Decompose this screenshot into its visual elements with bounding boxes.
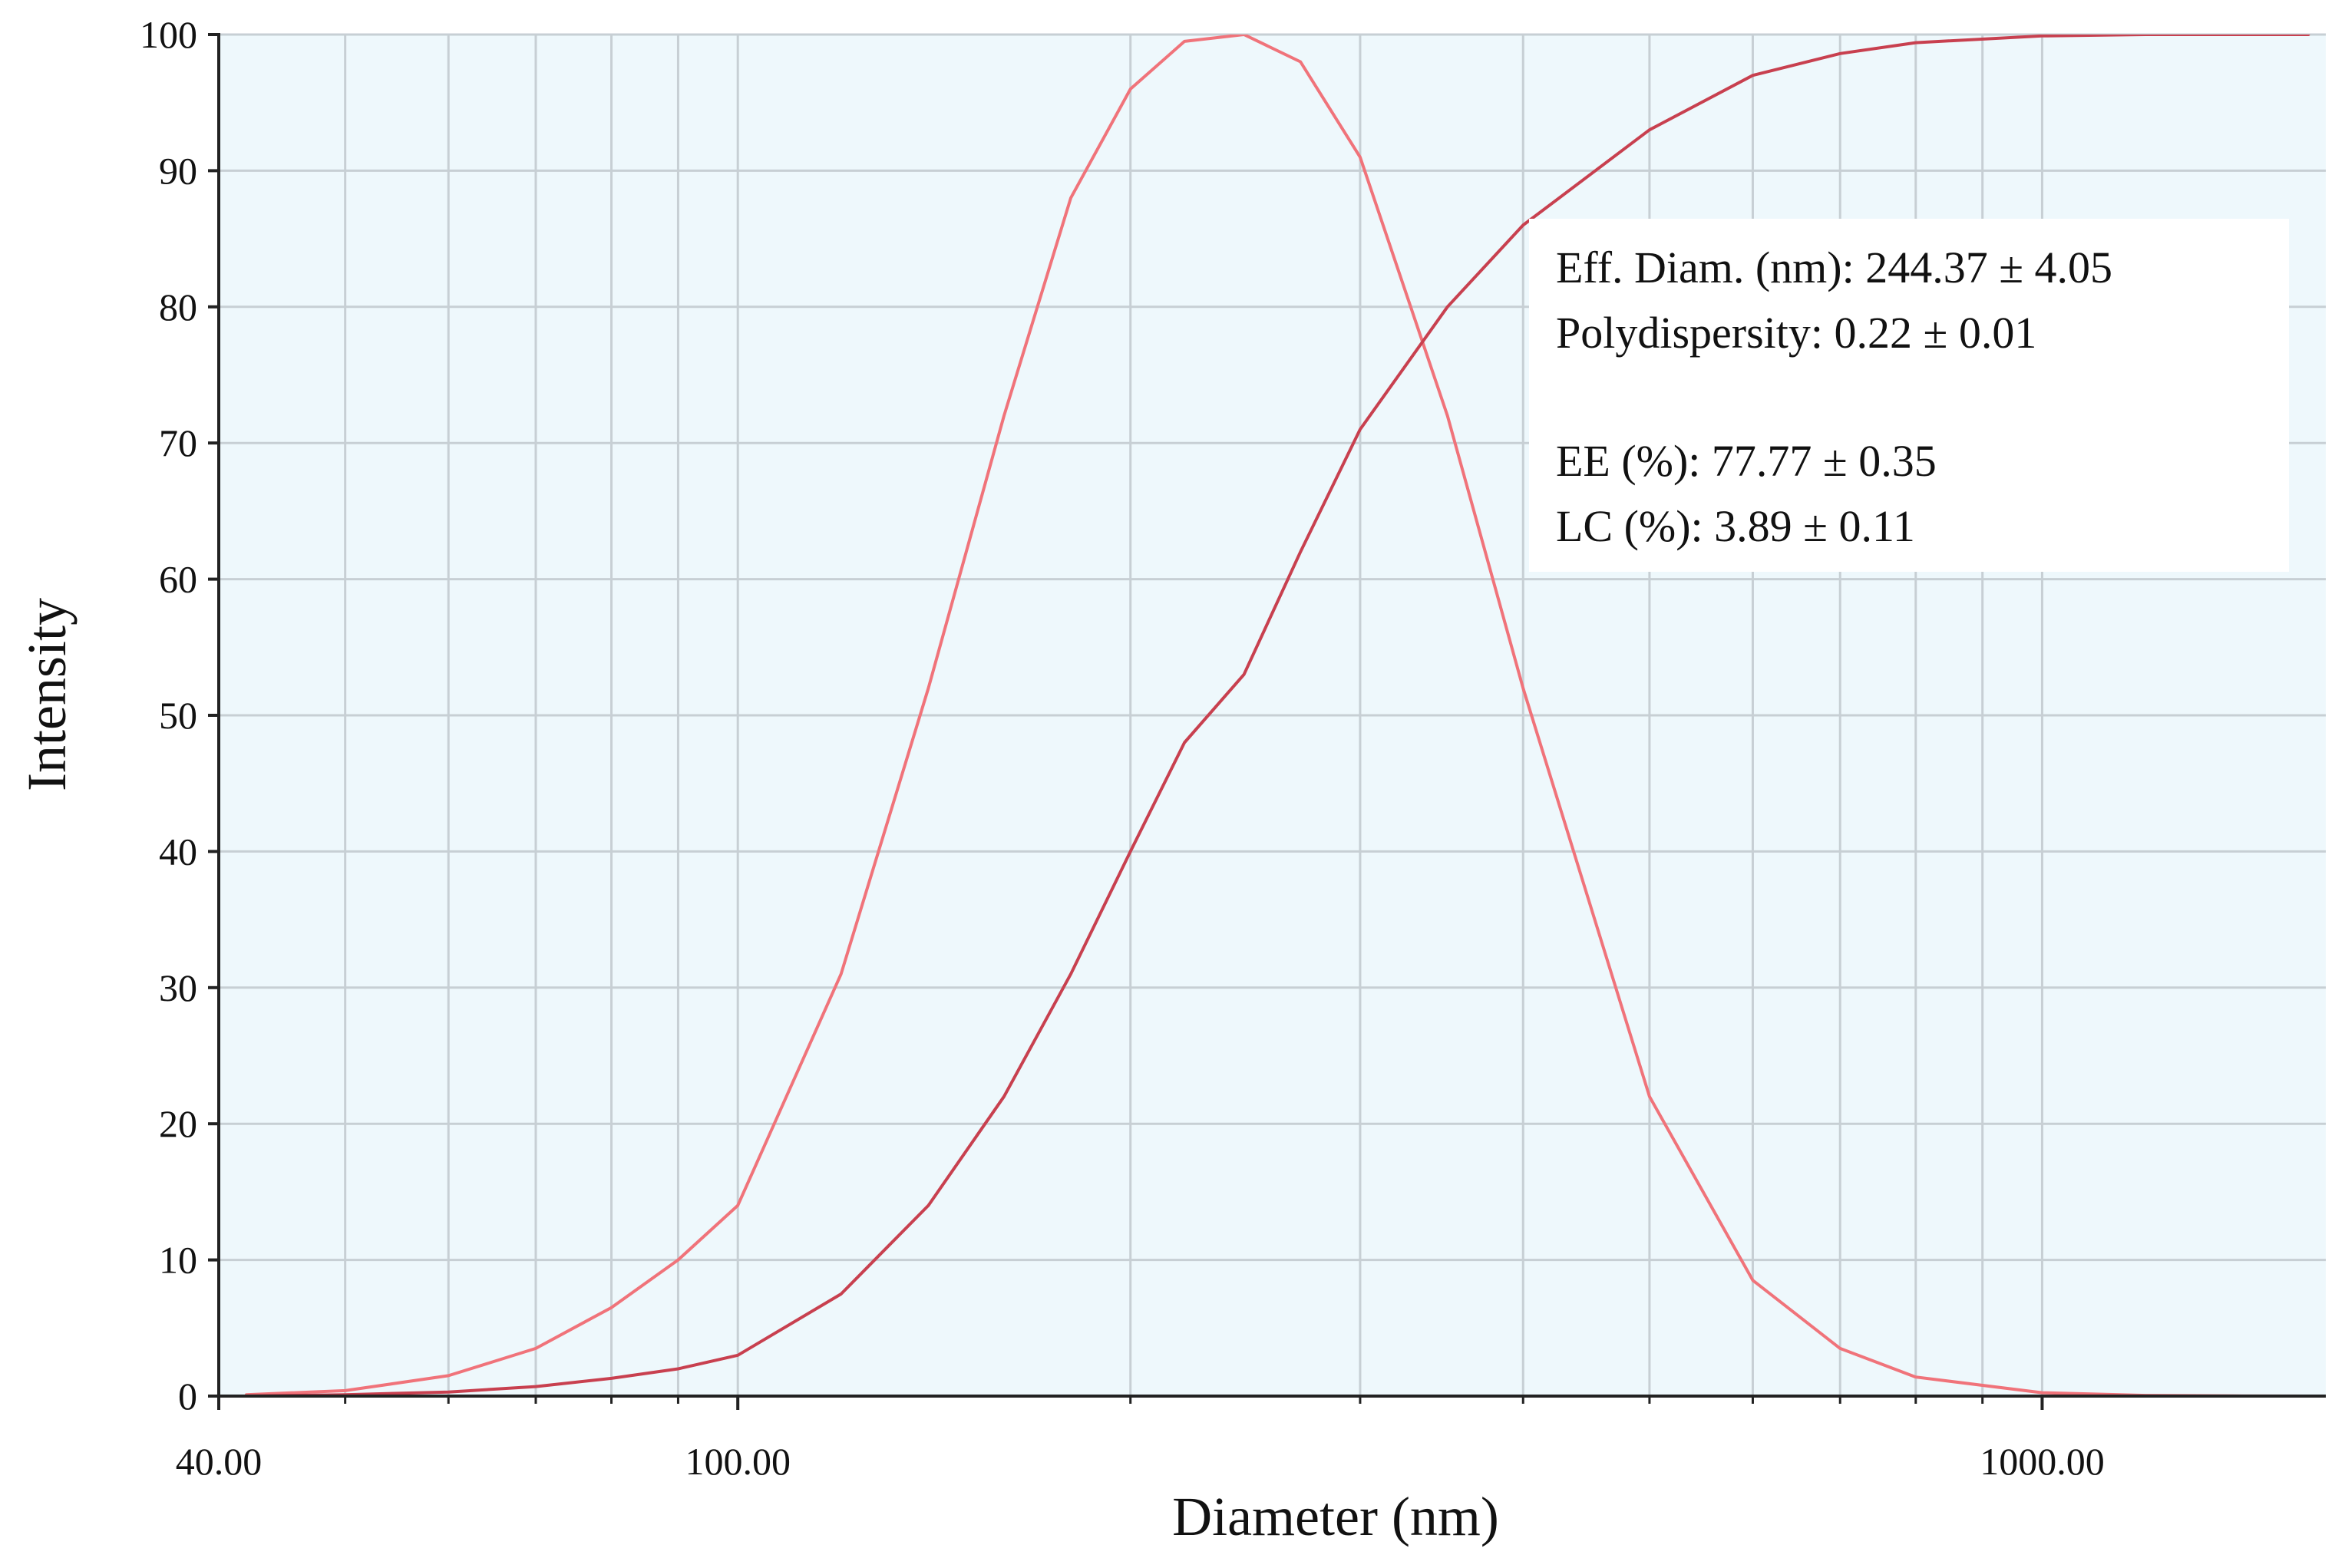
x-tick-label: 1000.00: [1980, 1440, 2105, 1483]
y-tick-label: 40: [159, 830, 197, 873]
y-tick-label: 90: [159, 149, 197, 192]
series-group: [245, 35, 2310, 1396]
y-tick-label: 70: [159, 421, 197, 464]
series-line-1: [245, 35, 2310, 1396]
x-tick-label: 100.00: [685, 1440, 791, 1483]
y-axis-title: Intensity: [16, 598, 78, 791]
y-tick-label: 60: [159, 558, 197, 601]
y-tick-label: 0: [178, 1375, 197, 1418]
axes: [208, 33, 2326, 1410]
y-tick-label: 20: [159, 1102, 197, 1145]
series-line-2: [245, 35, 2310, 1396]
annotation-line-polydispersity: Polydispersity: 0.22 ± 0.01: [1556, 308, 2036, 358]
y-tick-label: 100: [140, 13, 197, 56]
y-tick-labels: 0 10 20 30 40 50 60 70 80 90 100: [140, 13, 197, 1418]
x-tick-labels: 40.00 100.00 1000.00: [176, 1440, 2105, 1483]
x-axis-title: Diameter (nm): [1172, 1486, 1499, 1547]
x-tick-label: 40.00: [176, 1440, 263, 1483]
annotation-line-eff-diam: Eff. Diam. (nm): 244.37 ± 4.05: [1556, 243, 2112, 292]
annotation-box: Eff. Diam. (nm): 244.37 ± 4.05 Polydispe…: [1529, 219, 2289, 572]
annotation-line-ee: EE (%): 77.77 ± 0.35: [1556, 436, 1937, 486]
y-tick-label: 30: [159, 966, 197, 1009]
y-tick-label: 10: [159, 1239, 197, 1282]
grid: [219, 33, 2326, 1398]
y-tick-label: 50: [159, 694, 197, 737]
annotation-background: [1529, 219, 2289, 572]
annotation-line-lc: LC (%): 3.89 ± 0.11: [1556, 501, 1915, 551]
y-tick-label: 80: [159, 286, 197, 328]
